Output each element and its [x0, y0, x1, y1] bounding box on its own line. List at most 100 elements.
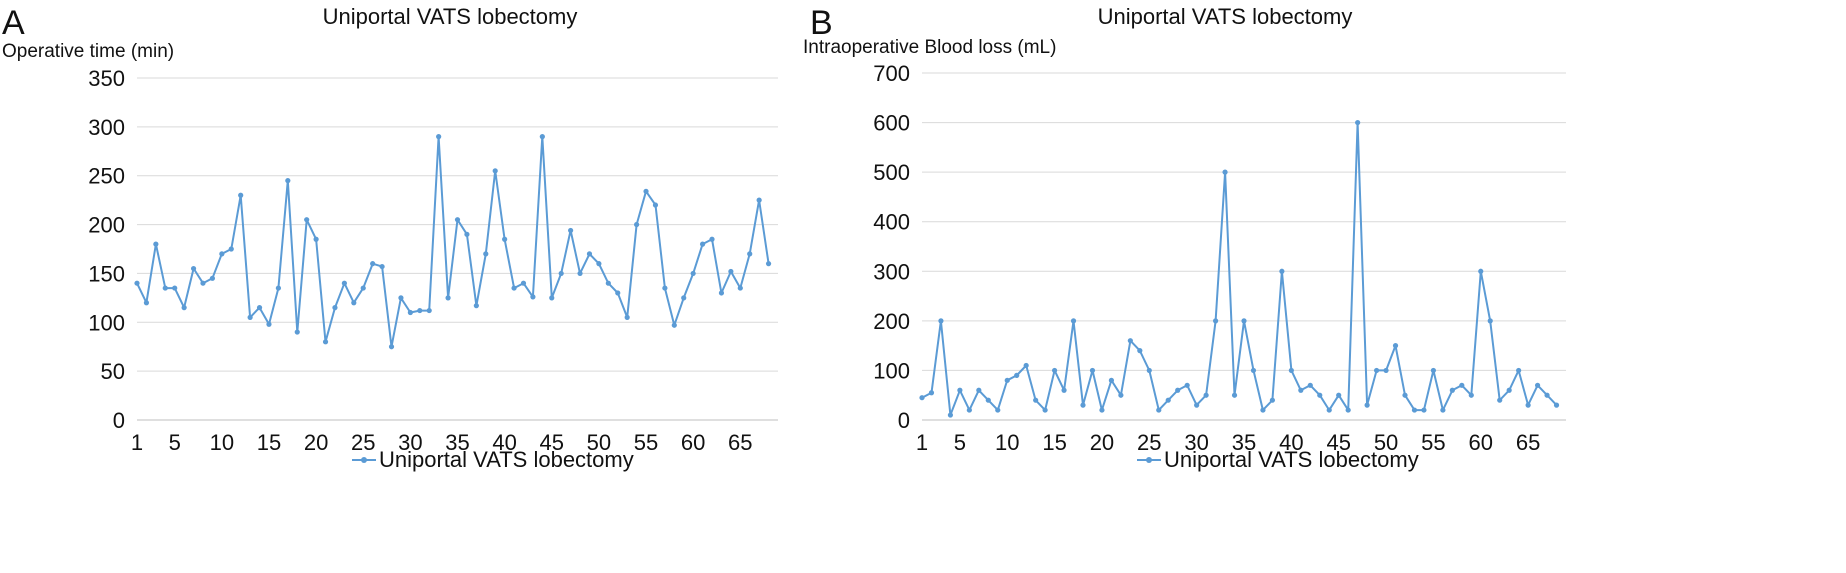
data-point	[1042, 407, 1048, 413]
data-point	[1089, 367, 1096, 374]
y-tick-labels: 0 50 100 150 200 250 300 350	[88, 66, 125, 433]
data-point	[549, 295, 555, 301]
data-point	[1051, 367, 1058, 374]
gridlines	[922, 72, 1566, 421]
data-point	[1127, 338, 1133, 344]
data-point	[1288, 367, 1294, 374]
data-point	[577, 270, 583, 277]
data-point	[1478, 268, 1484, 274]
data-point	[294, 329, 300, 335]
x-tick-label: 10	[210, 430, 234, 455]
y-tick-label: 300	[873, 259, 910, 284]
x-tick-label: 20	[1090, 430, 1114, 455]
y-tick-label: 700	[873, 61, 910, 86]
data-point	[1146, 367, 1152, 374]
data-point	[634, 221, 640, 228]
data-point	[1421, 407, 1427, 413]
data-point	[1250, 367, 1257, 374]
data-point	[1004, 377, 1010, 383]
y-tick-label: 100	[88, 310, 125, 335]
data-point	[985, 397, 991, 403]
data-point	[313, 236, 319, 242]
data-point	[1430, 367, 1437, 374]
data-point	[919, 395, 925, 401]
data-point	[332, 305, 338, 311]
y-tick-label: 50	[101, 359, 125, 384]
data-point	[643, 188, 649, 194]
data-point	[605, 280, 611, 286]
data-point	[1137, 348, 1143, 354]
data-point	[445, 295, 451, 301]
data-point	[1345, 407, 1351, 413]
x-tick-label: 30	[398, 430, 422, 455]
data-point	[181, 305, 187, 311]
data-point	[238, 192, 244, 198]
data-point	[976, 387, 982, 393]
data-point	[1194, 402, 1200, 408]
data-point	[1298, 387, 1304, 393]
data-point	[417, 307, 423, 314]
y-tick-labels: 0 100 200 300 400 500 600 700	[873, 61, 910, 433]
data-point	[190, 265, 197, 272]
data-point	[1326, 407, 1332, 413]
data-point	[209, 275, 216, 281]
data-point	[1534, 382, 1541, 388]
data-point	[1373, 367, 1380, 374]
x-tick-labels: 1 5 10 15 20 25 30 35 40 45 50 55 60 65	[131, 430, 753, 455]
y-tick-label: 500	[873, 160, 910, 185]
data-point	[615, 290, 621, 296]
data-point	[1203, 392, 1209, 398]
data-point	[947, 412, 954, 418]
series	[919, 119, 1560, 418]
x-tick-label: 50	[587, 430, 611, 455]
panel-letter: A	[2, 4, 25, 42]
data-point	[322, 339, 329, 345]
x-tick-label: 40	[492, 430, 516, 455]
data-point	[718, 290, 725, 296]
x-tick-label: 5	[954, 430, 966, 455]
data-point	[1487, 318, 1493, 324]
x-tick-label: 40	[1279, 430, 1303, 455]
y-tick-label: 100	[873, 358, 910, 383]
data-point	[341, 280, 347, 286]
legend: Uniportal VATS lobectomy	[1137, 447, 1419, 472]
data-point	[370, 261, 376, 267]
data-point	[360, 285, 366, 291]
data-point	[765, 261, 772, 267]
y-tick-label: 300	[88, 115, 125, 140]
data-point	[1269, 397, 1276, 403]
x-tick-label: 45	[1326, 430, 1350, 455]
data-point	[1156, 407, 1162, 413]
x-tick-label: 60	[1469, 430, 1493, 455]
data-point	[1212, 318, 1219, 324]
x-tick-label: 15	[257, 430, 281, 455]
data-point	[1099, 407, 1105, 413]
data-point	[1364, 402, 1370, 408]
data-point	[464, 231, 470, 237]
chart-title: Uniportal VATS lobectomy	[1098, 4, 1353, 29]
data-point	[388, 344, 395, 350]
legend-swatch-marker	[1146, 457, 1152, 463]
data-point	[737, 285, 743, 291]
data-point	[1175, 387, 1181, 393]
data-point	[143, 300, 150, 306]
data-point	[928, 390, 935, 396]
data-point	[520, 280, 527, 286]
y-tick-label: 0	[898, 408, 910, 433]
x-tick-label: 15	[1042, 430, 1066, 455]
y-tick-label: 150	[88, 261, 125, 286]
data-point	[1222, 169, 1228, 175]
y-axis-label: Intraoperative Blood loss (mL)	[803, 37, 1056, 58]
series	[134, 134, 772, 350]
data-point	[995, 407, 1001, 413]
data-point	[436, 134, 442, 140]
data-point	[200, 280, 206, 286]
data-point	[172, 285, 178, 291]
data-point	[530, 294, 536, 300]
y-tick-label: 350	[88, 66, 125, 91]
data-point	[1516, 367, 1522, 374]
data-point	[454, 217, 461, 223]
data-point	[285, 178, 291, 184]
data-point	[1184, 382, 1190, 388]
